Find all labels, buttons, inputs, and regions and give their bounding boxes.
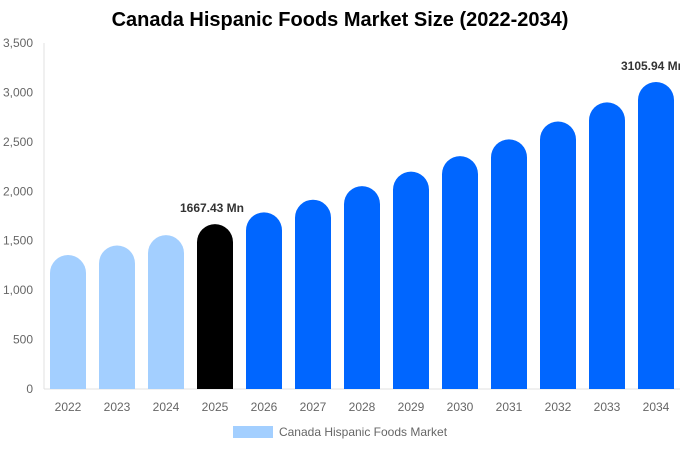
x-tick-label: 2029 <box>398 400 425 414</box>
y-tick-label: 1,000 <box>3 283 33 297</box>
y-tick-label: 2,000 <box>3 184 33 198</box>
bar-2034 <box>638 81 674 389</box>
x-tick-label: 2030 <box>447 400 474 414</box>
x-tick-label: 2033 <box>594 400 621 414</box>
y-tick-label: 1,500 <box>3 234 33 248</box>
x-tick-label: 2023 <box>104 400 131 414</box>
bar-2030 <box>442 156 478 389</box>
x-tick-label: 2026 <box>251 400 278 414</box>
x-tick-label: 2025 <box>202 400 229 414</box>
bar-2023 <box>99 245 135 389</box>
chart-title: Canada Hispanic Foods Market Size (2022-… <box>111 9 569 31</box>
data-label-2025: 1667.43 Mn <box>180 201 244 215</box>
bar-2033 <box>589 102 625 389</box>
bar-2024 <box>148 235 184 389</box>
bar-2031 <box>491 139 527 389</box>
x-tick-label: 2032 <box>545 400 572 414</box>
bar-2029 <box>393 171 429 389</box>
y-tick-label: 500 <box>13 333 33 347</box>
data-label-2034: 3105.94 Mn <box>621 59 680 73</box>
bar-2027 <box>295 199 331 389</box>
bar-2028 <box>344 186 380 389</box>
x-tick-label: 2028 <box>349 400 376 414</box>
legend: Canada Hispanic Foods Market <box>0 425 680 439</box>
y-tick-label: 2,500 <box>3 135 33 149</box>
legend-label: Canada Hispanic Foods Market <box>278 425 448 439</box>
bar-2026 <box>246 212 282 389</box>
x-tick-label: 2024 <box>153 400 180 414</box>
bar-2022 <box>50 255 86 389</box>
x-tick-label: 2027 <box>300 400 327 414</box>
y-tick-label: 3,000 <box>3 85 33 99</box>
x-tick-label: 2022 <box>55 400 82 414</box>
bar-2032 <box>540 121 576 390</box>
y-tick-label: 3,500 <box>3 36 33 50</box>
bar-2025 <box>197 224 233 389</box>
x-tick-label: 2034 <box>643 400 670 414</box>
y-tick-label: 0 <box>26 382 33 396</box>
x-tick-label: 2031 <box>496 400 523 414</box>
legend-swatch <box>232 426 273 438</box>
